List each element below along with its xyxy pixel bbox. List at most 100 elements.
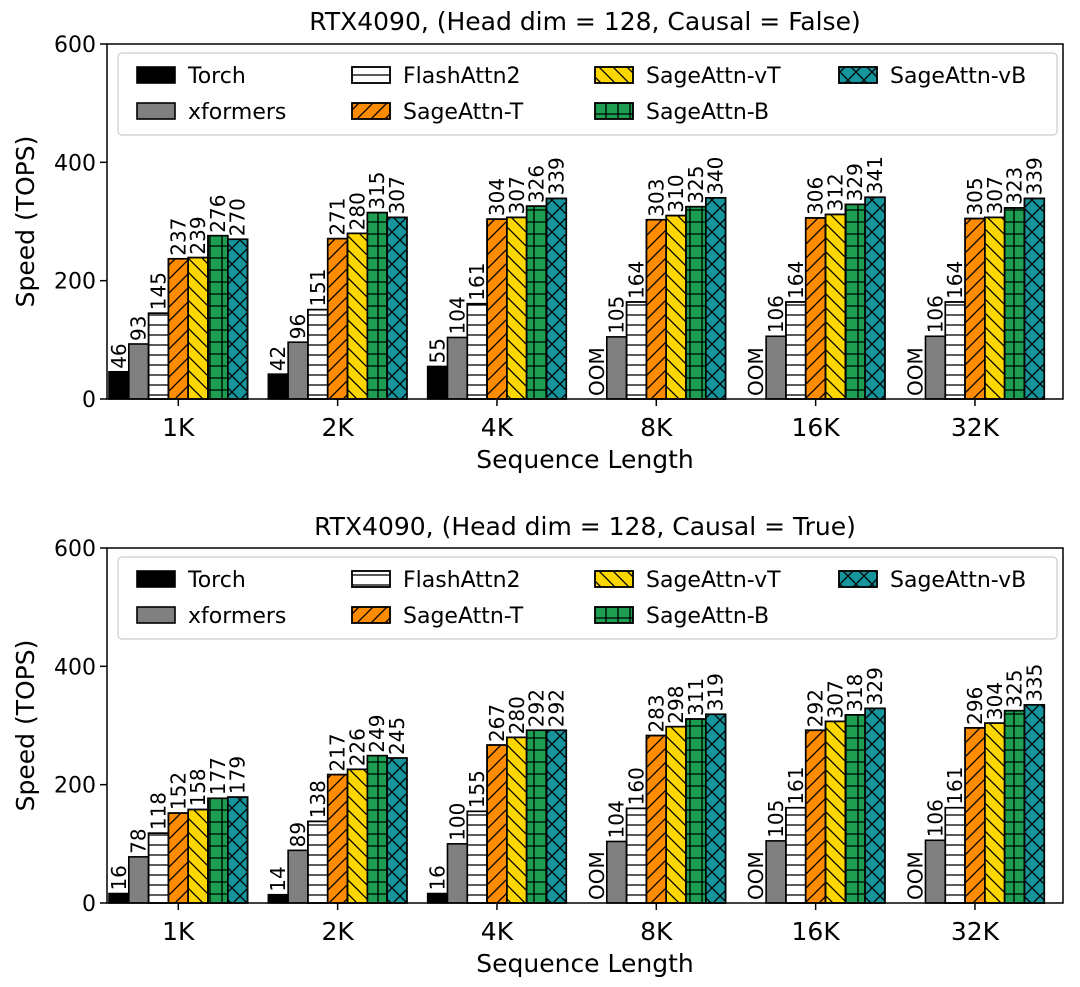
legend-label-sageattn-vt: SageAttn-vT (646, 568, 781, 593)
bar-hatch-flashattn2-16k (785, 301, 807, 400)
y-tick-label: 400 (54, 151, 96, 176)
bar-hatch-sageattn-b-1k (207, 797, 229, 904)
bar-torch-1k (108, 370, 130, 400)
bar-hatch-flashattn2-8k (625, 301, 648, 400)
bar-torch-2k (267, 893, 289, 904)
bar-hatch-flashattn2-16k (785, 806, 807, 904)
plot-frame (106, 547, 1064, 904)
data-label: 145 (147, 272, 171, 310)
bar-torch-4k (426, 365, 449, 400)
data-label-oom: OOM (904, 851, 928, 900)
data-label: 155 (465, 770, 489, 808)
bar-hatch-sageattn-vt-4k (506, 216, 528, 400)
y-axis-label: Speed (TOPS) (11, 640, 40, 812)
data-label: 160 (625, 767, 649, 805)
bar-hatch-sageattn-t-16k (804, 217, 827, 400)
chart-title: RTX4090, (Head dim = 128, Causal = False… (309, 7, 860, 36)
data-label: 226 (345, 728, 369, 766)
data-label: 340 (704, 157, 728, 195)
x-tick-label: 32K (951, 917, 1000, 946)
data-label: 339 (544, 157, 568, 195)
data-label-oom: OOM (585, 347, 609, 396)
bar-hatch-sageattn-t-2k (326, 773, 349, 904)
data-label: 245 (385, 717, 409, 755)
bar-hatch-sageattn-vb-1k (227, 238, 249, 400)
bar-hatch-sageattn-b-16k (844, 203, 866, 400)
legend-label-sageattn-vb: SageAttn-vB (890, 568, 1026, 593)
bar-xformers-2k (287, 341, 309, 400)
bar-hatch-flashattn2-8k (625, 807, 648, 904)
data-label: 14 (266, 866, 290, 891)
data-label: 329 (843, 163, 867, 201)
data-label: 151 (306, 268, 330, 306)
x-axis-label: Sequence Length (476, 949, 694, 978)
bar-xformers-4k (446, 336, 469, 400)
data-label: 318 (843, 674, 867, 712)
bar-xformers-16k (765, 335, 787, 400)
data-label: 267 (485, 704, 509, 742)
data-label: 93 (127, 316, 151, 341)
bar-hatch-sageattn-t-2k (326, 237, 349, 400)
bar-hatch-flashattn2-2k (307, 308, 329, 400)
data-label: 118 (147, 792, 171, 830)
legend-label-flashattn2: FlashAttn2 (403, 64, 521, 89)
x-tick-label: 4K (481, 413, 514, 442)
legend-swatch-hatch-sageattn-vb (838, 570, 878, 588)
x-tick-label: 32K (951, 413, 1000, 442)
data-label: 164 (943, 261, 967, 299)
bar-hatch-flashattn2-1k (147, 832, 170, 904)
data-label: 105 (605, 296, 629, 334)
data-label: 310 (664, 174, 688, 212)
bar-hatch-sageattn-vb-8k (704, 713, 727, 904)
x-tick-label: 1K (162, 917, 195, 946)
bar-hatch-sageattn-vt-2k (346, 768, 369, 904)
legend-swatch-hatch-sageattn-t (351, 606, 391, 624)
data-label: 280 (505, 696, 529, 734)
bar-hatch-sageattn-b-2k (366, 211, 388, 400)
y-tick-label: 600 (54, 33, 96, 58)
legend-label-flashattn2: FlashAttn2 (403, 568, 521, 593)
data-label: 307 (823, 680, 847, 718)
bar-hatch-sageattn-vt-32k (984, 216, 1006, 400)
bar-hatch-sageattn-vt-2k (346, 232, 369, 400)
legend-swatch-hatch-sageattn-vt (594, 66, 634, 84)
data-label: 339 (1022, 157, 1046, 195)
data-label: 298 (664, 685, 688, 723)
data-label: 106 (764, 295, 788, 333)
bar-hatch-flashattn2-4k (466, 302, 488, 400)
x-tick-label: 1K (162, 413, 195, 442)
data-label: 296 (963, 687, 987, 725)
data-label: 104 (605, 800, 629, 838)
data-label: 307 (385, 176, 409, 214)
bar-hatch-flashattn2-4k (466, 810, 488, 904)
bar-hatch-sageattn-vb-32k (1023, 197, 1046, 400)
legend-label-torch: Torch (187, 568, 246, 593)
data-label: 161 (943, 767, 967, 805)
x-tick-label: 16K (792, 917, 841, 946)
bar-hatch-sageattn-vb-1k (227, 796, 249, 904)
data-label-oom: OOM (904, 347, 928, 396)
data-label: 42 (266, 346, 290, 371)
data-label: 319 (704, 673, 728, 711)
data-label: 249 (365, 714, 389, 752)
legend-label-sageattn-vt: SageAttn-vT (646, 64, 781, 89)
x-tick-label: 8K (640, 413, 673, 442)
bar-hatch-flashattn2-2k (307, 820, 329, 904)
legend-swatch-hatch-flashattn2 (351, 570, 391, 588)
data-label-oom: OOM (585, 851, 609, 900)
data-label: 315 (365, 171, 389, 209)
data-label: 292 (804, 689, 828, 727)
bar-torch-4k (426, 892, 449, 904)
legend-label-torch: Torch (187, 64, 246, 89)
bar-hatch-sageattn-t-16k (804, 729, 827, 904)
bar-hatch-flashattn2-1k (147, 312, 170, 400)
x-tick-label: 2K (321, 413, 354, 442)
legend-swatch-xformers (136, 606, 176, 624)
bar-hatch-sageattn-vt-8k (665, 725, 687, 904)
bar-hatch-sageattn-b-16k (844, 714, 866, 904)
y-tick-label: 400 (54, 655, 96, 680)
bar-hatch-sageattn-t-32k (964, 217, 986, 400)
legend-swatch-hatch-sageattn-b (594, 606, 634, 624)
legend-label-sageattn-vb: SageAttn-vB (890, 64, 1026, 89)
data-label: 89 (286, 822, 310, 847)
